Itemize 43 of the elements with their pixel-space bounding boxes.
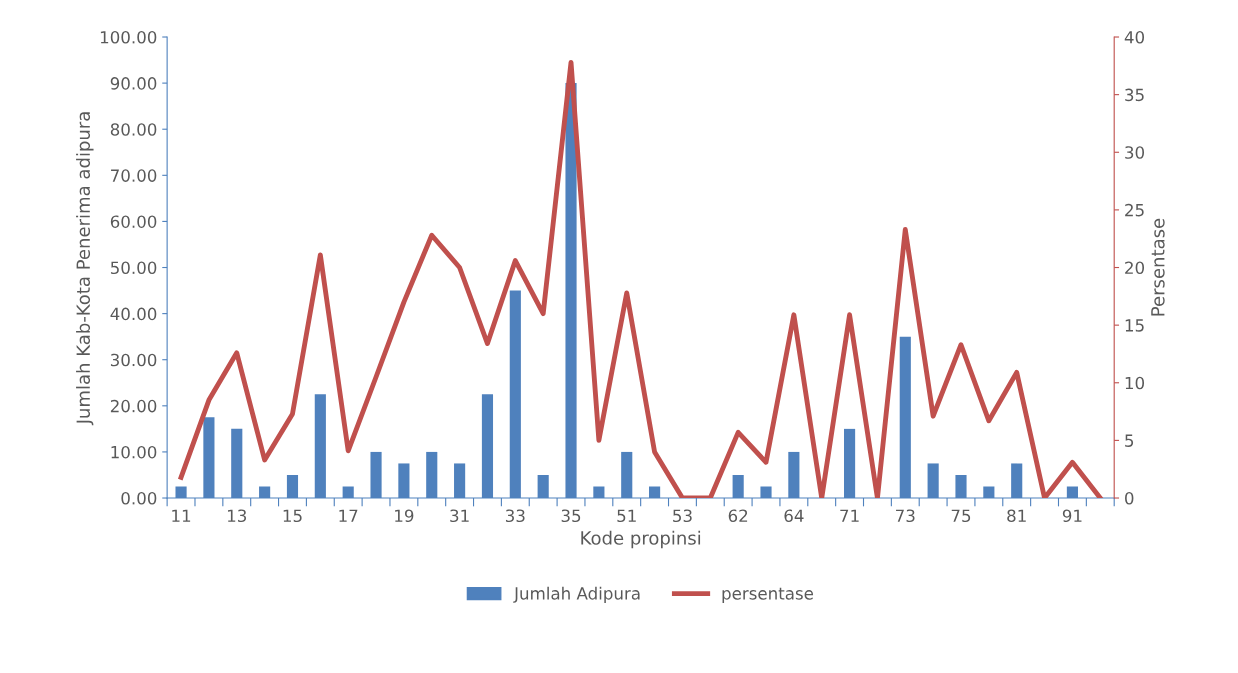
y-tick-label: 70.00: [111, 169, 157, 182]
y-tick-label: 40.00: [110, 307, 157, 321]
y-tick-label: 0.00: [121, 491, 157, 505]
x-tick-label: 11: [172, 509, 191, 522]
y-tick-label: 100.00: [100, 30, 157, 44]
y-axis-title: Jumlah Kab-Kota Penerima adipura: [76, 112, 94, 426]
y-tick-label: 90.00: [110, 77, 157, 90]
y2-tick-label: 5: [1125, 434, 1134, 447]
x-tick-label: 53: [673, 509, 692, 523]
x-tick-label: 62: [728, 509, 748, 523]
y2-tick-label: 35: [1125, 88, 1144, 102]
x-tick-label: 17: [339, 509, 358, 522]
legend-label: persentase: [722, 587, 814, 603]
y2-tick-label: 25: [1125, 203, 1144, 217]
x-tick-label: 51: [617, 509, 636, 523]
x-tick-label: 81: [1007, 509, 1026, 523]
y-tick-label: 30.00: [110, 353, 157, 367]
x-tick-label: 31: [450, 509, 469, 523]
x-tick-label: 19: [395, 509, 414, 523]
y2-tick-label: 40: [1124, 30, 1145, 44]
x-axis-title: Kode propinsi: [581, 530, 701, 549]
y-tick-label: 60.00: [110, 215, 157, 228]
y2-tick-label: 0: [1125, 491, 1134, 505]
y-tick-label: 80.00: [110, 123, 157, 136]
x-tick-label: 71: [840, 509, 859, 522]
x-tick-label: 73: [896, 509, 915, 523]
line-series: [178, 59, 1103, 499]
y-tick-label: 20.00: [110, 399, 157, 413]
y2-axis-title: Persentase: [1151, 218, 1165, 316]
x-tick-label: 33: [505, 509, 525, 523]
y2-tick-label: 15: [1125, 319, 1144, 332]
y2-tick-label: 10: [1125, 376, 1145, 390]
x-tick-label: 15: [283, 509, 302, 523]
x-tick-label: 91: [1062, 509, 1082, 523]
x-tick-label: 13: [227, 509, 247, 523]
y2-tick-label: 20: [1125, 261, 1145, 275]
x-tick-label: 75: [951, 509, 971, 523]
y-tick-label: 50.00: [110, 261, 157, 275]
x-tick-label: 64: [784, 509, 804, 523]
y-tick-label: 10.00: [111, 445, 157, 459]
legend-label: Jumlah Adipura: [513, 586, 640, 603]
x-tick-label: 35: [561, 509, 581, 523]
y2-tick-label: 30: [1125, 146, 1145, 159]
